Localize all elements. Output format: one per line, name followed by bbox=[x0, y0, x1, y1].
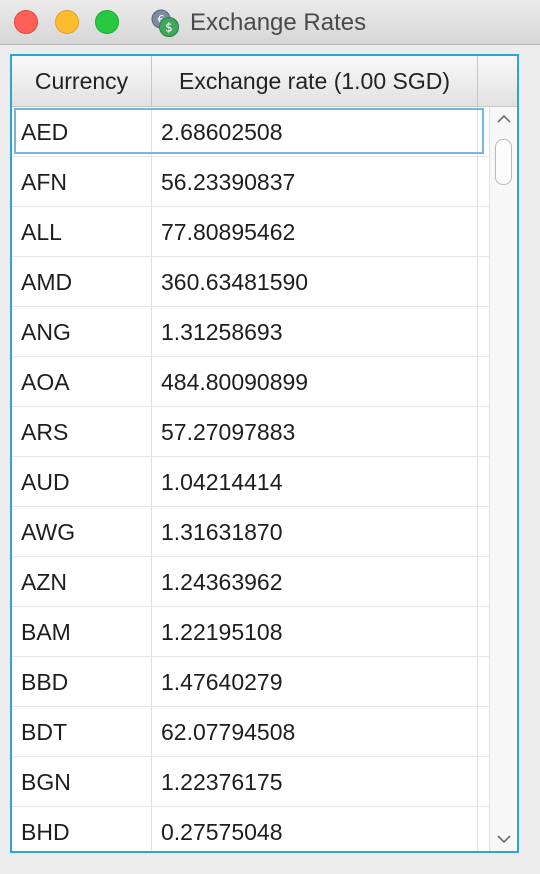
exchange-rate-cell: 0.27575048 bbox=[152, 807, 478, 851]
vertical-scrollbar[interactable] bbox=[489, 107, 517, 851]
table-row[interactable]: ALL 77.80895462 bbox=[12, 207, 489, 257]
exchange-rate-cell: 62.07794508 bbox=[152, 707, 478, 756]
currency-cell: BHD bbox=[12, 807, 152, 851]
svg-text:$: $ bbox=[165, 21, 173, 35]
exchange-rates-table[interactable]: Currency Exchange rate (1.00 SGD) AED 2.6… bbox=[10, 54, 519, 853]
scrollbar-thumb[interactable] bbox=[495, 139, 512, 185]
window-title: Exchange Rates bbox=[190, 9, 367, 36]
svg-text:€: € bbox=[158, 13, 165, 26]
table-row[interactable]: BDT 62.07794508 bbox=[12, 707, 489, 757]
currency-cell: ALL bbox=[12, 207, 152, 256]
currency-cell: AED bbox=[12, 107, 152, 156]
table-header: Currency Exchange rate (1.00 SGD) bbox=[12, 56, 517, 107]
column-header-filler bbox=[478, 56, 517, 106]
table-row[interactable]: AWG 1.31631870 bbox=[12, 507, 489, 557]
row-focus-outline bbox=[14, 108, 484, 154]
table-row[interactable]: ARS 57.27097883 bbox=[12, 407, 489, 457]
exchange-rate-cell: 2.68602508 bbox=[152, 107, 478, 156]
exchange-rate-cell: 1.47640279 bbox=[152, 657, 478, 706]
exchange-rate-cell: 1.04214414 bbox=[152, 457, 478, 506]
table-row[interactable]: ANG 1.31258693 bbox=[12, 307, 489, 357]
currency-cell: AWG bbox=[12, 507, 152, 556]
table-row[interactable]: BGN 1.22376175 bbox=[12, 757, 489, 807]
exchange-rate-cell: 1.24363962 bbox=[152, 557, 478, 606]
exchange-rate-cell: 1.22195108 bbox=[152, 607, 478, 656]
currency-cell: ANG bbox=[12, 307, 152, 356]
table-row[interactable]: AUD 1.04214414 bbox=[12, 457, 489, 507]
table-row[interactable]: AFN 56.23390837 bbox=[12, 157, 489, 207]
exchange-rate-cell: 77.80895462 bbox=[152, 207, 478, 256]
exchange-rate-cell: 57.27097883 bbox=[152, 407, 478, 456]
table-body: AED 2.68602508 AFN 56.23390837 ALL 77.8089546… bbox=[12, 107, 489, 851]
exchange-rate-cell: 360.63481590 bbox=[152, 257, 478, 306]
table-row[interactable]: BBD 1.47640279 bbox=[12, 657, 489, 707]
exchange-rate-cell: 1.22376175 bbox=[152, 757, 478, 806]
currency-cell: AUD bbox=[12, 457, 152, 506]
exchange-rate-cell: 1.31631870 bbox=[152, 507, 478, 556]
currency-cell: AZN bbox=[12, 557, 152, 606]
minimize-button[interactable] bbox=[55, 10, 79, 34]
title-bar[interactable]: € $ Exchange Rates bbox=[0, 0, 540, 45]
table-row[interactable]: AMD 360.63481590 bbox=[12, 257, 489, 307]
table-row[interactable]: AZN 1.24363962 bbox=[12, 557, 489, 607]
table-row[interactable]: BAM 1.22195108 bbox=[12, 607, 489, 657]
column-header-exchange-rate[interactable]: Exchange rate (1.00 SGD) bbox=[152, 56, 478, 106]
close-button[interactable] bbox=[14, 10, 38, 34]
chevron-up-icon[interactable] bbox=[490, 108, 517, 130]
maximize-button[interactable] bbox=[95, 10, 119, 34]
exchange-rate-cell: 56.23390837 bbox=[152, 157, 478, 206]
currency-cell: BAM bbox=[12, 607, 152, 656]
exchange-rate-cell: 1.31258693 bbox=[152, 307, 478, 356]
currency-cell: AFN bbox=[12, 157, 152, 206]
currency-cell: BBD bbox=[12, 657, 152, 706]
table-row[interactable]: AED 2.68602508 bbox=[12, 107, 489, 157]
chevron-down-icon[interactable] bbox=[490, 828, 517, 850]
currency-cell: AMD bbox=[12, 257, 152, 306]
table-row[interactable]: BHD 0.27575048 bbox=[12, 807, 489, 851]
currency-cell: AOA bbox=[12, 357, 152, 406]
currency-cell: BGN bbox=[12, 757, 152, 806]
table-row[interactable]: AOA 484.80090899 bbox=[12, 357, 489, 407]
currency-coins-icon: € $ bbox=[151, 9, 179, 37]
currency-cell: BDT bbox=[12, 707, 152, 756]
exchange-rate-cell: 484.80090899 bbox=[152, 357, 478, 406]
column-header-currency[interactable]: Currency bbox=[12, 56, 152, 106]
currency-cell: ARS bbox=[12, 407, 152, 456]
